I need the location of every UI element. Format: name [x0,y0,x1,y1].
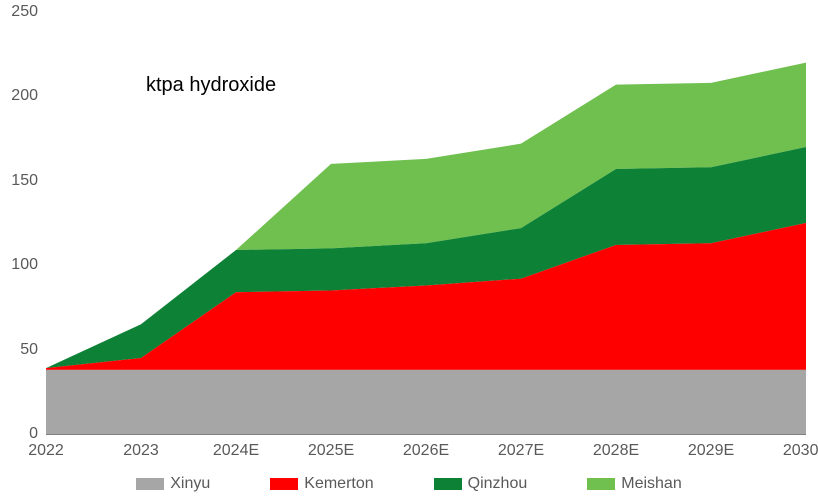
legend-swatch-icon [136,478,164,490]
legend-item-xinyu: Xinyu [136,475,210,493]
legend-label: Meishan [621,475,681,493]
area-series-xinyu [46,370,806,434]
legend-swatch-icon [587,478,615,490]
plot-area: ktpa hydroxide 0501001502002502022202320… [46,12,806,434]
x-tick-label: 2023 [123,434,159,460]
x-tick-label: 2022 [28,434,64,460]
y-tick-label: 50 [20,341,46,359]
chart-container: ktpa hydroxide 0501001502002502022202320… [0,0,818,500]
x-tick-label: 2024E [213,434,259,460]
y-tick-label: 150 [11,172,46,190]
x-tick-label: 2030E [783,434,818,460]
chart-subtitle: ktpa hydroxide [146,74,276,97]
legend-label: Qinzhou [468,475,528,493]
x-tick-label: 2026E [403,434,449,460]
legend-swatch-icon [434,478,462,490]
legend-swatch-icon [270,478,298,490]
x-tick-label: 2028E [593,434,639,460]
y-tick-label: 200 [11,87,46,105]
legend-label: Kemerton [304,475,373,493]
x-tick-label: 2025E [308,434,354,460]
y-tick-label: 100 [11,256,46,274]
legend-item-kemerton: Kemerton [270,475,373,493]
y-tick-label: 250 [11,3,46,21]
legend-label: Xinyu [170,475,210,493]
legend: Xinyu Kemerton Qinzhou Meishan [0,475,818,493]
legend-item-meishan: Meishan [587,475,681,493]
x-tick-label: 2027E [498,434,544,460]
x-tick-label: 2029E [688,434,734,460]
legend-item-qinzhou: Qinzhou [434,475,528,493]
